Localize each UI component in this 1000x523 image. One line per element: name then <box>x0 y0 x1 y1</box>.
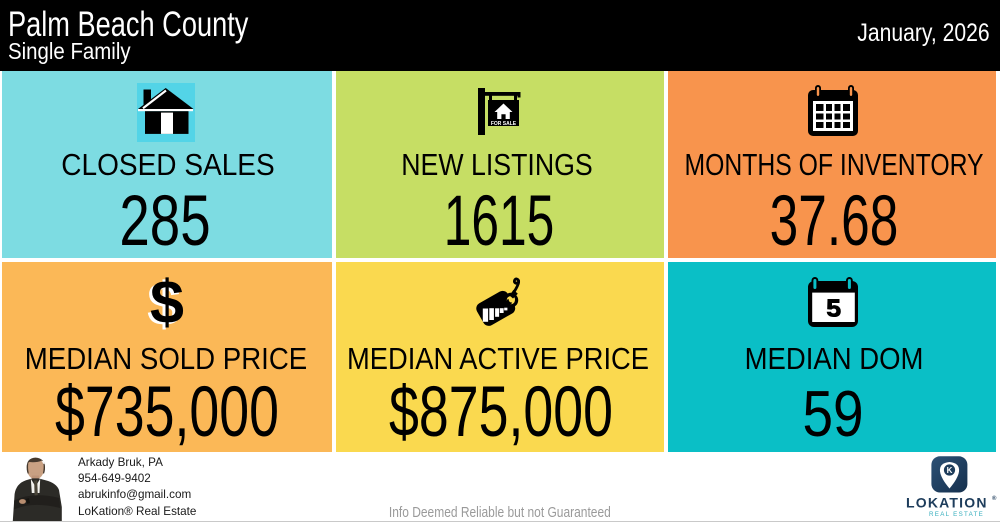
svg-text:REAL ESTATE: REAL ESTATE <box>929 511 984 518</box>
svg-text:K: K <box>947 466 953 475</box>
svg-text:FOR SALE: FOR SALE <box>491 121 517 127</box>
svg-text:®: ® <box>992 495 997 502</box>
svg-text:LOKATION: LOKATION <box>906 495 988 511</box>
